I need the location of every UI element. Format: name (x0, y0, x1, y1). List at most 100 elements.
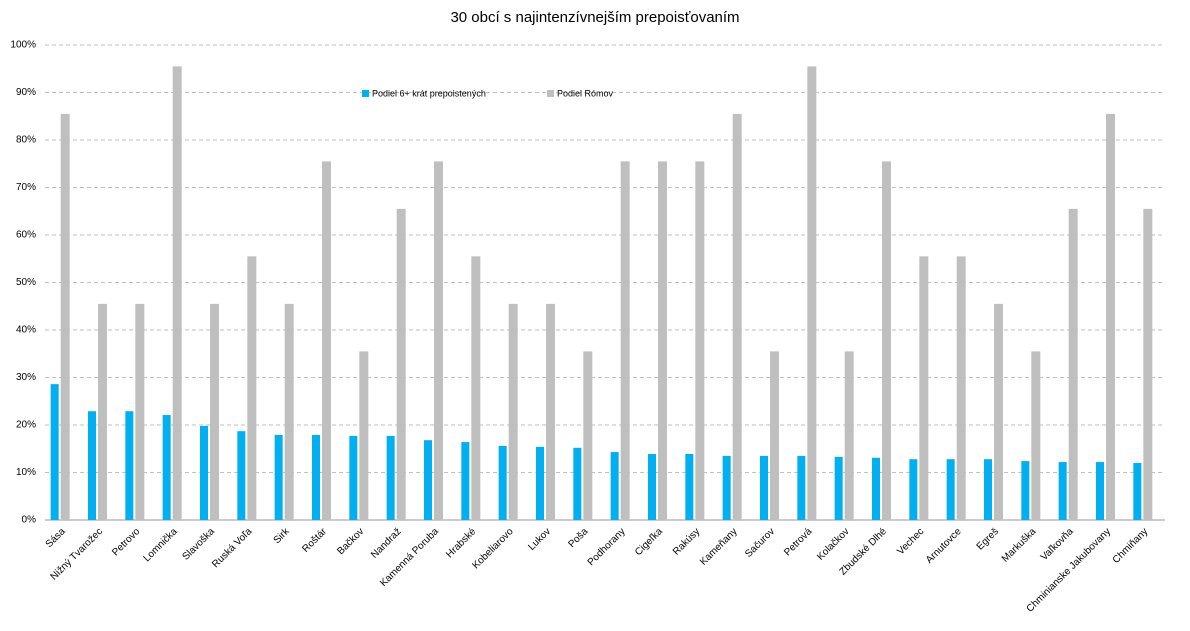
bar (386, 435, 395, 520)
bar (807, 66, 817, 520)
legend-swatch (362, 90, 369, 97)
y-tick-label: 90% (16, 87, 36, 98)
bar (60, 113, 70, 520)
legend-swatch (547, 90, 554, 97)
bar (434, 161, 443, 520)
x-tick-label: Kolačkov (815, 526, 851, 562)
bar (274, 434, 283, 520)
bar (844, 351, 854, 520)
bar (648, 453, 656, 520)
bar (1058, 462, 1067, 520)
x-tick-label: Egreš (975, 526, 1001, 552)
bar (658, 161, 667, 520)
bar (695, 161, 705, 520)
legend: Podiel 6+ krát prepoistených Podiel Rómov (362, 88, 614, 98)
bar (536, 446, 544, 520)
x-tick-label: Kameňany (698, 526, 740, 568)
x-tick-label: Vaľkovňa (1039, 526, 1076, 563)
y-tick-label: 40% (16, 325, 36, 336)
bar (722, 455, 731, 520)
x-tick-label: Nandraž (369, 526, 404, 561)
x-tick-label: Vechec (895, 526, 926, 557)
x-tick-label: Arnutovce (924, 526, 964, 566)
bar (834, 456, 843, 520)
bar (200, 425, 208, 520)
bar (125, 411, 134, 520)
bar (797, 455, 806, 520)
bar (322, 161, 331, 520)
bar (162, 415, 171, 520)
bar (498, 445, 507, 520)
y-tick-label: 70% (16, 182, 36, 193)
y-tick-label: 60% (16, 230, 36, 241)
y-tick-label: 10% (16, 467, 36, 478)
x-tick-label: Lomnička (142, 526, 180, 564)
x-tick-label: Petrová (782, 526, 814, 558)
bar (88, 411, 96, 520)
bar (50, 384, 59, 520)
bar (546, 303, 555, 520)
x-tick-label: Sirk (272, 526, 293, 547)
x-tick-label: Sačurov (743, 526, 777, 560)
bar (946, 459, 955, 520)
x-tick-label: Slavoška (181, 526, 218, 563)
legend-label: Podiel Rómov (557, 88, 614, 98)
bar (1133, 463, 1142, 520)
bar (919, 256, 929, 520)
bar (98, 303, 107, 520)
bar (1143, 208, 1153, 520)
bar (247, 256, 257, 520)
bar (620, 161, 630, 520)
bar (312, 434, 320, 520)
bar (461, 442, 470, 520)
bar (882, 161, 891, 520)
chart-title: 30 obcí s najintenzívnejším prepoisťovan… (450, 9, 739, 26)
x-tick-label: Sása (44, 526, 68, 550)
x-tick-label: Bačkov (335, 526, 366, 557)
bar (610, 452, 619, 520)
bar (956, 256, 966, 520)
bar (1021, 461, 1030, 520)
bar (994, 303, 1003, 520)
x-tick-label: Kobeliarovo (471, 526, 516, 571)
bar (732, 113, 742, 520)
x-tick-label: Ruská Voľa (210, 526, 254, 570)
bar (872, 457, 880, 520)
x-tick-label: Cigeľka (633, 526, 665, 558)
bar (909, 459, 918, 520)
bar (1106, 113, 1115, 520)
bar (172, 66, 182, 520)
x-tick-label: Petrovo (110, 526, 142, 558)
bar (1031, 351, 1041, 520)
bar (583, 351, 593, 520)
y-tick-label: 80% (16, 135, 36, 146)
x-tick-label: Roštár (300, 526, 329, 555)
bar (770, 351, 779, 520)
bar (349, 435, 358, 520)
bar (135, 303, 145, 520)
bar (237, 431, 246, 520)
legend-label: Podiel 6+ krát prepoistených (372, 88, 486, 98)
x-tick-label: Chmiňany (1111, 526, 1151, 566)
x-tick-label: Hrabské (444, 526, 478, 560)
bar (210, 303, 219, 520)
bar (508, 303, 518, 520)
bar (359, 351, 369, 520)
bar (685, 453, 694, 520)
y-tick-label: 30% (16, 372, 36, 383)
x-tick-label: Rakúsy (671, 526, 702, 557)
bar (573, 447, 582, 520)
bar (424, 440, 432, 520)
x-tick-label: Lukov (526, 526, 553, 553)
y-tick-label: 100% (10, 40, 36, 51)
x-tick-label: Podhorany (586, 526, 628, 568)
bar (760, 455, 768, 520)
bar (984, 459, 992, 520)
bar (1096, 462, 1104, 520)
y-tick-label: 50% (16, 277, 36, 288)
y-tick-label: 0% (22, 515, 37, 526)
x-tick-label: Poša (566, 526, 590, 550)
y-tick-label: 20% (16, 420, 36, 431)
x-tick-label: Markuška (1000, 526, 1039, 565)
